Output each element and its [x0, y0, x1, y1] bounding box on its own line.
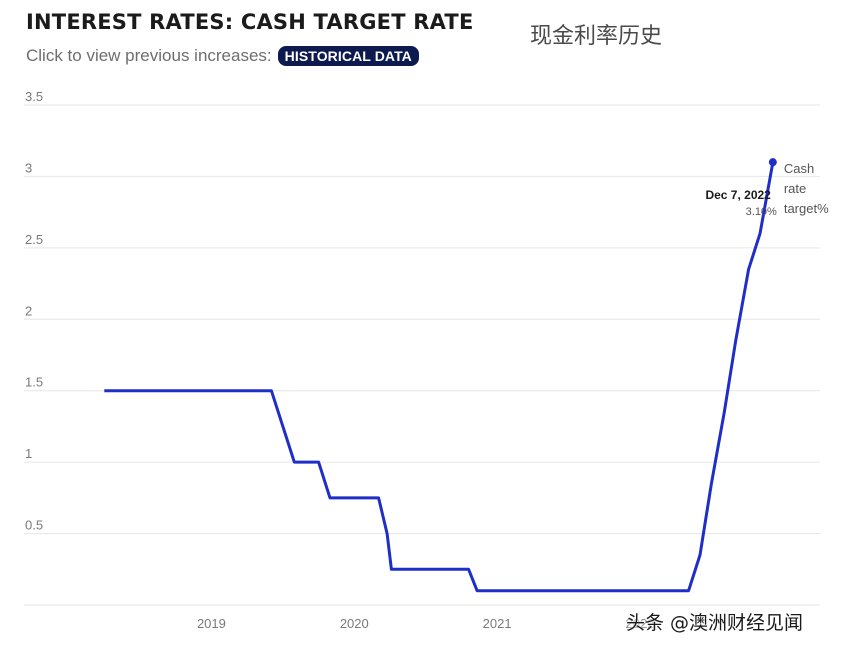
- subtitle-text: Click to view previous increases:: [26, 46, 272, 65]
- y-tick-label: 2.5: [25, 232, 43, 247]
- x-tick-label: 2019: [197, 616, 226, 631]
- y-tick-label: 0.5: [25, 518, 43, 533]
- chart-title: INTEREST RATES: CASH TARGET RATE: [26, 10, 474, 34]
- x-tick-label: 2022: [626, 616, 655, 631]
- x-tick-label: 2020: [340, 616, 369, 631]
- cash-rate-line: [104, 161, 775, 593]
- annotation-value: 3.10%: [746, 206, 777, 218]
- x-tick-label: 2021: [483, 616, 512, 631]
- y-tick-label: 2: [25, 303, 32, 318]
- y-tick-label: 3.5: [25, 89, 43, 104]
- series-label: target%: [784, 201, 829, 216]
- y-tick-label: 1: [25, 446, 32, 461]
- y-tick-label: 3: [25, 160, 32, 175]
- historical-data-button[interactable]: HISTORICAL DATA: [277, 46, 419, 66]
- subtitle-row: Click to view previous increases: HISTOR…: [26, 46, 419, 66]
- endpoint-marker: [768, 158, 777, 167]
- series-label: rate: [784, 181, 806, 196]
- annotation-date: Dec 7, 2022: [705, 188, 771, 202]
- chinese-title: 现金利率历史: [530, 24, 663, 49]
- watermark: 头条 @澳洲财经见闻: [626, 612, 804, 634]
- series-label: Cash: [784, 161, 814, 176]
- y-tick-label: 1.5: [25, 375, 43, 390]
